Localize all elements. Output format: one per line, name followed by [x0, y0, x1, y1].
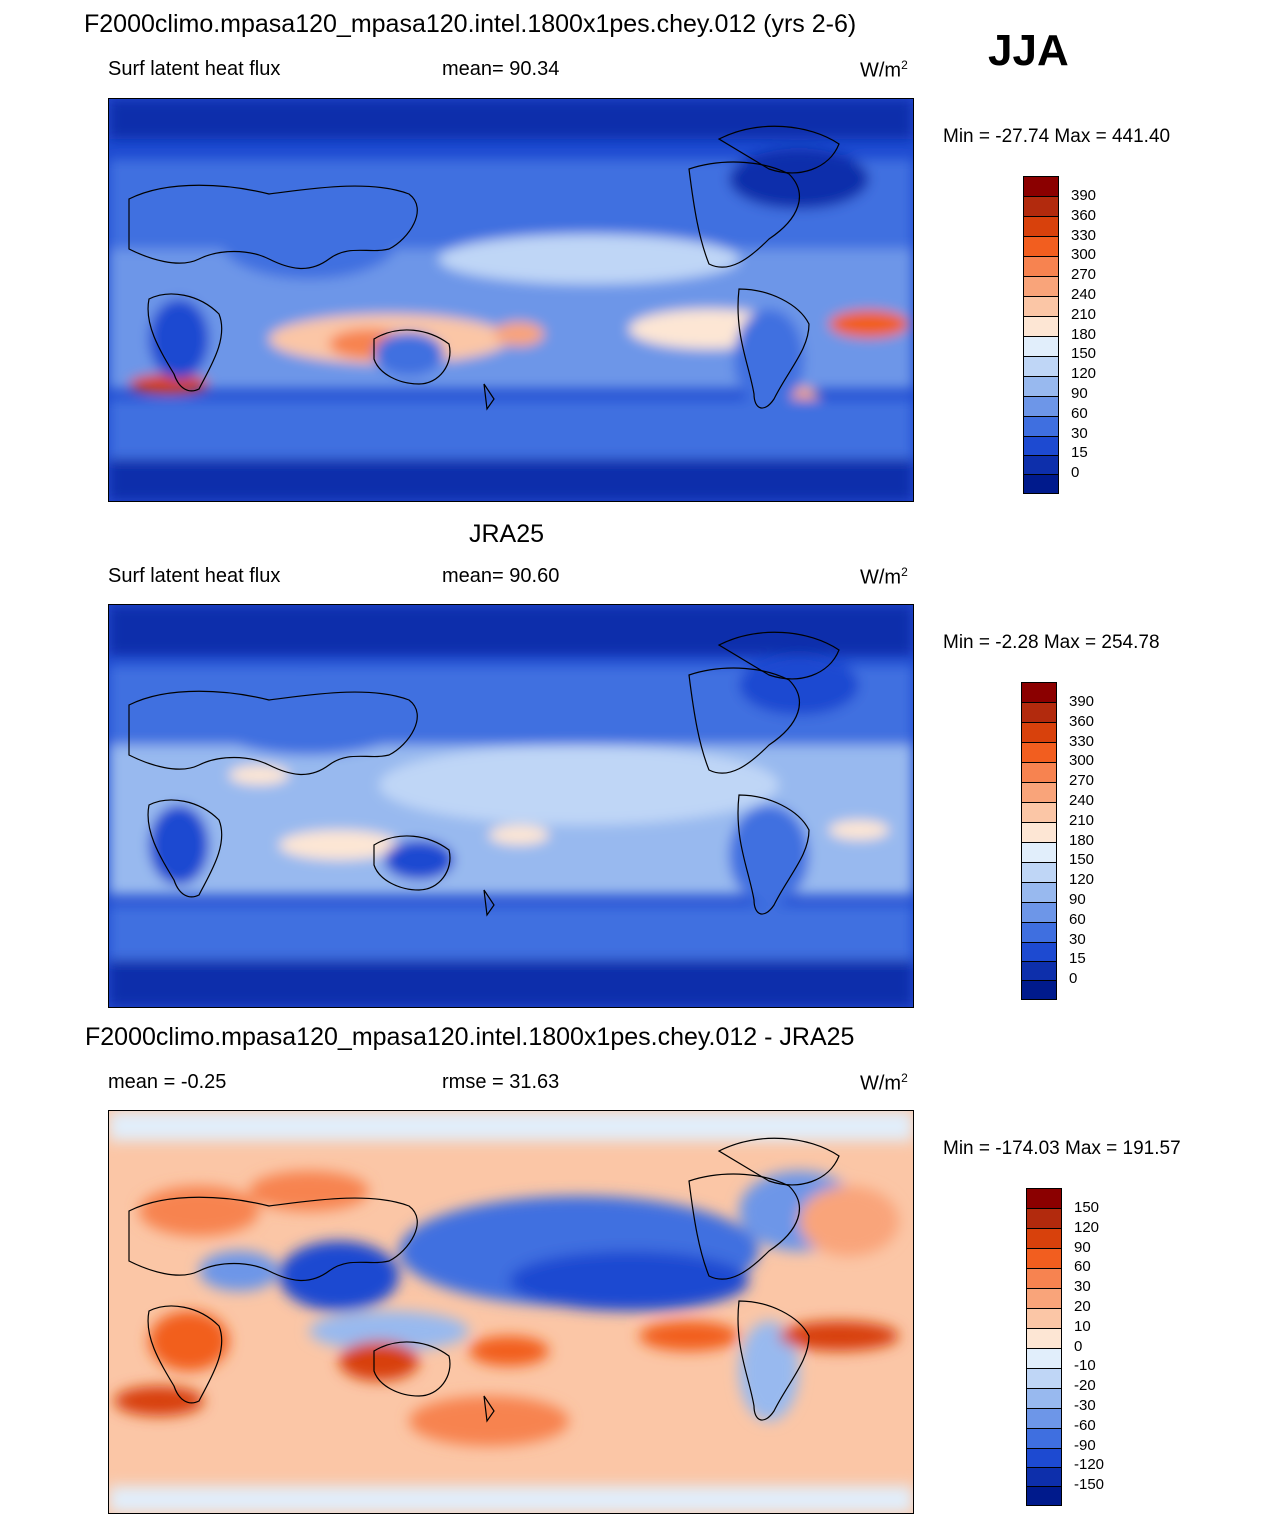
- panel3-units: W/m2: [860, 1071, 908, 1095]
- panel1-map-svg: [109, 99, 913, 501]
- colorbar-tick-label: 90: [1069, 891, 1086, 908]
- panel2-colorbar: [1021, 682, 1057, 1000]
- panel3-colorbar: [1026, 1188, 1062, 1506]
- panel1-units: W/m2: [860, 58, 908, 82]
- panel2-mean-label: mean= 90.60: [442, 565, 560, 587]
- colorbar-tick-label: 240: [1069, 792, 1095, 809]
- colorbar-tick-label: 30: [1071, 424, 1088, 442]
- colorbar-tick-label: 390: [1071, 187, 1097, 204]
- colorbar-tick-label: 90: [1074, 1238, 1091, 1256]
- colorbar-tick-label: 180: [1071, 325, 1097, 343]
- colorbar-tick-label: 0: [1071, 464, 1080, 482]
- colorbar-tick-label: 60: [1074, 1258, 1091, 1276]
- colorbar-tick-label: 270: [1069, 772, 1095, 790]
- panel2-map-svg: [109, 605, 913, 1007]
- colorbar-tick-label: -120: [1074, 1456, 1105, 1474]
- colorbar-tick-label: -30: [1074, 1397, 1096, 1414]
- panel1-mean-label: mean= 90.34: [442, 58, 560, 80]
- colorbar-tick-label: 20: [1074, 1298, 1091, 1315]
- colorbar-tick-label: -150: [1074, 1476, 1105, 1494]
- colorbar-tick-label: 210: [1069, 811, 1095, 829]
- panel3-title: F2000climo.mpasa120_mpasa120.intel.1800x…: [85, 1023, 855, 1051]
- panel2-map: [108, 604, 914, 1008]
- colorbar-tick-label: 150: [1069, 851, 1095, 869]
- colorbar-tick-label: 150: [1071, 345, 1097, 363]
- colorbar-tick-label: 150: [1074, 1199, 1100, 1216]
- panel2-minmax: Min = -2.28 Max = 254.78: [943, 632, 1160, 653]
- colorbar-tick-label: 180: [1069, 831, 1095, 849]
- colorbar-tick-label: 0: [1069, 970, 1078, 988]
- colorbar-tick-label: 120: [1074, 1218, 1100, 1236]
- colorbar-tick-label: 300: [1071, 246, 1097, 264]
- colorbar-tick-label: 0: [1074, 1337, 1083, 1355]
- colorbar-tick-label: 120: [1069, 871, 1095, 889]
- panel1-colorbar: [1023, 176, 1059, 494]
- colorbar-tick-label: -10: [1074, 1357, 1096, 1375]
- panel1-title: F2000climo.mpasa120_mpasa120.intel.1800x…: [84, 10, 857, 38]
- panel3-rmse-label: rmse = 31.63: [442, 1071, 560, 1093]
- colorbar-tick-label: 90: [1071, 385, 1088, 402]
- panel3-map-svg: [109, 1111, 913, 1513]
- colorbar-tick-label: 390: [1069, 693, 1095, 710]
- colorbar-tick-label: -90: [1074, 1436, 1096, 1454]
- panel2-variable-label: Surf latent heat flux: [108, 565, 281, 587]
- colorbar-tick-label: 360: [1071, 206, 1097, 224]
- colorbar-tick-label: 330: [1071, 226, 1097, 244]
- colorbar-tick-label: 120: [1071, 365, 1097, 383]
- colorbar-tick-label: 15: [1071, 444, 1088, 462]
- panel1-minmax: Min = -27.74 Max = 441.40: [943, 126, 1171, 147]
- colorbar-tick-label: 30: [1074, 1278, 1091, 1296]
- colorbar-tick-label: 270: [1071, 266, 1097, 284]
- panel1-map: [108, 98, 914, 502]
- colorbar-tick-label: -60: [1074, 1416, 1096, 1434]
- colorbar-tick-label: 30: [1069, 930, 1086, 948]
- colorbar-tick-label: 240: [1071, 286, 1097, 303]
- colorbar-tick-label: 60: [1069, 910, 1086, 928]
- season-label: JJA: [988, 26, 1069, 75]
- colorbar-tick-label: 300: [1069, 752, 1095, 770]
- panel3-mean-label: mean = -0.25: [108, 1071, 227, 1093]
- panel3-minmax: Min = -174.03 Max = 191.57: [943, 1138, 1181, 1159]
- colorbar-tick-label: 360: [1069, 712, 1095, 730]
- colorbar-tick-label: 15: [1069, 950, 1086, 968]
- colorbar-tick-label: 330: [1069, 732, 1095, 750]
- panel2-title: JRA25: [469, 520, 545, 548]
- panel2-units: W/m2: [860, 565, 908, 589]
- colorbar-tick-label: -20: [1074, 1377, 1096, 1395]
- colorbar-tick-label: 210: [1071, 305, 1097, 323]
- colorbar-tick-label: 60: [1071, 404, 1088, 422]
- panel1-variable-label: Surf latent heat flux: [108, 58, 281, 80]
- panel3-map: [108, 1110, 914, 1514]
- colorbar-tick-label: 10: [1074, 1317, 1091, 1335]
